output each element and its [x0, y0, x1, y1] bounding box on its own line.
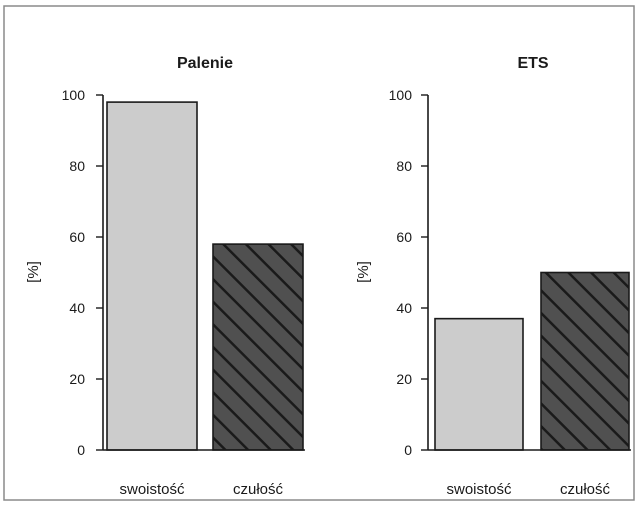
- category-label: czułość: [233, 481, 284, 498]
- category-labels: swoistość czułość: [446, 481, 610, 498]
- bar-swoistosc: [434, 317, 524, 451]
- figure-frame: [3, 5, 635, 501]
- category-labels: swoistość czułość: [119, 481, 283, 498]
- panel-title: ETS: [517, 55, 548, 72]
- y-tick-label: 100: [62, 87, 86, 103]
- y-tick-label: 0: [404, 442, 412, 458]
- category-label: czułość: [560, 481, 611, 498]
- bars: [106, 101, 304, 451]
- y-tick-label: 80: [396, 158, 412, 174]
- y-tick-label: 40: [69, 300, 85, 316]
- category-label: swoistość: [119, 481, 185, 498]
- y-axis-label: [%]: [25, 261, 42, 283]
- y-tick-label: 60: [69, 229, 85, 245]
- y-tick-label: 60: [396, 229, 412, 245]
- panel-title: Palenie: [177, 55, 233, 72]
- y-tick-label: 40: [396, 300, 412, 316]
- y-tick-label: 20: [396, 371, 412, 387]
- y-tick-label: 0: [77, 442, 85, 458]
- y-axis-label: [%]: [355, 261, 372, 283]
- y-tick-label: 100: [389, 87, 413, 103]
- y-tick-label: 80: [69, 158, 85, 174]
- bar-czulosc: [212, 243, 304, 451]
- bar-swoistosc: [106, 101, 198, 451]
- chart-panel-ets: ETS [%] 0 20 40 60 80 100 swoistość czułość: [355, 55, 631, 498]
- y-ticks: 0 20 40 60 80 100: [389, 87, 428, 458]
- y-ticks: 0 20 40 60 80 100: [62, 87, 103, 458]
- chart-panel-palenie: Palenie [%] 0 20 40 60 80 100 swoistość czułoś…: [25, 55, 305, 498]
- bars: [434, 271, 630, 451]
- category-label: swoistość: [446, 481, 512, 498]
- y-tick-label: 20: [69, 371, 85, 387]
- bar-czulosc: [540, 271, 630, 451]
